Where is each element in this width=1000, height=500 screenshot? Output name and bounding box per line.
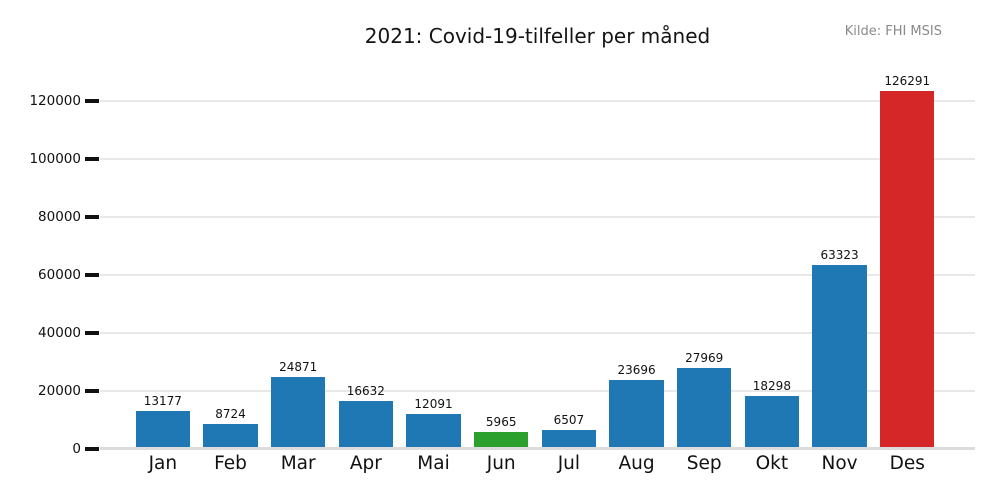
plot-area: 0 20000 40000 60000 80000 100000 120000 13177 8… [29, 74, 975, 457]
bar-value-label: 16632 [346, 383, 385, 398]
x-tick-label: Apr [349, 453, 382, 474]
gridline [100, 216, 975, 218]
bar-value-label: 5965 [485, 414, 517, 429]
chart-title: 2021: Covid-19-tilfeller per måned [364, 24, 711, 48]
y-tick-label: 0 [72, 441, 81, 457]
x-tick-label: Feb [214, 453, 247, 474]
bar-value-label: 13177 [143, 393, 182, 408]
bar-value-label: 24871 [279, 359, 318, 374]
bar-mar [271, 376, 326, 449]
bar-value-label: 27969 [685, 350, 724, 365]
y-tick-mark [85, 157, 99, 161]
x-tick-label: Jan [148, 453, 178, 474]
bar-value-label: 12091 [414, 396, 453, 411]
x-tick-label: Aug [618, 453, 655, 474]
x-tick-label: Jun [486, 453, 516, 474]
bar-value-label: 8724 [215, 406, 246, 421]
bar-group-apr: 16632 [332, 74, 400, 449]
y-tick-mark [85, 99, 99, 103]
bar-value-label: 18298 [752, 378, 791, 393]
bar-value-label: 126291 [884, 74, 931, 88]
bar-value-label: 63323 [820, 248, 859, 263]
x-axis-line [100, 447, 975, 450]
bar-jan [135, 410, 190, 449]
bar-feb [203, 423, 258, 449]
bar-group-des: 126291 [873, 74, 941, 449]
y-tick-label: 80000 [38, 208, 81, 225]
bar-nov [812, 265, 867, 449]
bar-mai [406, 413, 461, 449]
x-tick-label: Mar [280, 453, 316, 474]
bar-apr [338, 400, 393, 449]
source-note: Kilde: FHI MSIS [844, 24, 942, 39]
x-tick-label: Jul [557, 453, 581, 474]
bar-okt [744, 395, 799, 449]
y-tick-label: 40000 [38, 325, 81, 341]
bar-group-jun: 5965 [467, 74, 535, 449]
x-tick-label: Nov [821, 453, 858, 474]
bar-jun [474, 431, 529, 449]
bar-group-mar: 24871 [264, 74, 332, 449]
gridline [100, 100, 975, 102]
x-tick-label: Des [889, 453, 925, 474]
y-tick-label: 120000 [29, 92, 81, 109]
bar-aug [609, 380, 664, 449]
y-tick-label: 100000 [29, 150, 81, 167]
bar-group-feb: 8724 [197, 74, 265, 449]
x-tick-label: Sep [686, 453, 722, 474]
bar-group-nov: 63323 [806, 74, 874, 449]
bar-jul [541, 430, 596, 449]
bar-group-sep: 27969 [670, 74, 738, 449]
gridline [100, 274, 975, 276]
y-tick-mark [85, 215, 99, 219]
gridline [100, 158, 975, 160]
y-tick-label: 20000 [38, 383, 81, 399]
y-tick-mark [85, 389, 99, 393]
x-axis-labels: Jan Feb Mar Apr Mai Jun Jul Aug Sep Okt Nov Des [129, 453, 941, 474]
y-tick-mark [85, 331, 99, 335]
bar-value-label: 23696 [617, 363, 656, 378]
y-tick-mark [85, 273, 99, 277]
y-tick-mark [85, 447, 99, 451]
x-tick-label: Mai [417, 453, 450, 474]
bar-group-aug: 23696 [603, 74, 671, 449]
bar-group-mai: 12091 [400, 74, 468, 449]
bar-group-okt: 18298 [738, 74, 806, 449]
bars: 13177 8724 24871 16632 12091 5965 6507 23696 279… [129, 74, 941, 449]
gridline [100, 332, 975, 334]
bar-sep [677, 367, 732, 449]
bar-value-label: 6507 [553, 413, 585, 428]
x-tick-label: Okt [755, 453, 789, 474]
bar-des [880, 91, 935, 449]
bar-group-jan: 13177 [129, 74, 197, 449]
gridline [100, 390, 975, 392]
y-tick-label: 60000 [38, 267, 81, 283]
bar-group-jul: 6507 [535, 74, 603, 449]
